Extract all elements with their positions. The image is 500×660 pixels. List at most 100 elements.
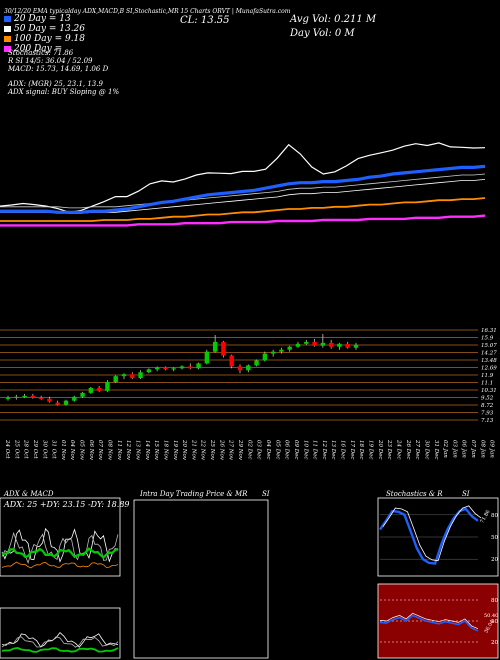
ema100-line [0,197,486,222]
date-tick-label: 02 Dec [246,440,252,460]
date-tick-label: 18 Nov [163,440,169,461]
stochastic-k-line [379,507,479,565]
date-tick-label: 17 Dec [349,440,355,460]
intraday-title: Intra Day Trading Price & MR [140,490,248,498]
date-tick-label: 27 Nov [228,439,234,461]
price-tick-label: 7.93 [481,411,494,417]
date-tick-label: 24 Oct [4,439,10,459]
ema-chart [0,142,486,227]
candle-body [63,400,69,405]
rsi-tick-label: 20 [491,640,498,646]
candle-body [88,387,94,393]
legend-item: 20 Day = 13 [4,14,85,24]
date-tick-label: 21 Nov [190,439,196,461]
legend-label: 100 Day = 9.18 [14,34,86,44]
candle-body [72,396,77,401]
date-tick-label: 27 Dec [414,439,420,460]
candle-body [328,342,334,347]
minus-di-line [1,531,119,565]
avg-volume: Avg Vol: 0.211 M [290,14,377,25]
date-tick-label: 07 Jan [470,440,476,458]
candle-body [30,395,36,398]
stochastics-readout: Stochastics: 71.86 [8,49,74,57]
date-tick-label: 08 Jan [479,440,485,458]
price-tick-label: 10.31 [481,388,497,394]
legend-item: 100 Day = 9.18 [4,34,85,44]
date-tick-label: 19 Dec [368,440,374,460]
date-tick-label: 19 Nov [172,440,178,461]
date-axis: 24 Oct 25 Oct 28 Oct 29 Oct 30 Oct 31 Oct 01 N… [4,439,495,461]
rsi-readout: R SI 14/5: 36.04 / 52.09 [8,57,93,65]
si-title: SI [262,490,270,498]
price-tick-label: 16.31 [481,328,497,334]
adx-macd-title: ADX & MACD [4,490,54,498]
adx-panel [0,497,121,577]
candle-body [96,387,102,391]
price-tick-label: 14.27 [481,351,497,357]
date-tick-label: 15 Nov [153,440,159,461]
candle-body [295,343,301,347]
date-tick-label: 24 Dec [396,439,402,460]
candle-body [254,360,259,366]
candle-body [270,351,276,354]
legend-label: 50 Day = 13.26 [14,24,86,34]
price-tick-label: 15.9 [481,336,494,342]
adx-secondary-line [1,561,119,569]
legend-swatch [4,35,11,42]
price-tick-label: 7.13 [481,418,494,424]
intraday-panel [133,499,269,659]
candle-body [312,341,317,346]
day-volume: Day Vol: 0 M [290,28,355,39]
candle-body [138,372,143,379]
adx-panel-readout: ADX: 25 +DY: 23.15 -DY: 18.89 [4,500,130,509]
candle-body [212,341,218,352]
date-tick-label: 07 Nov [97,440,103,461]
candle-body [130,374,135,379]
macd-signal-line [1,636,119,648]
legend-swatch [4,25,11,32]
candle-body [221,341,226,356]
date-tick-label: 30 Oct [41,440,47,459]
candle-body [304,341,309,344]
ema200-line [0,214,486,227]
candle-body [279,349,284,352]
candle-body [121,374,127,377]
top-line: 30/12/20 EMA typicalday ADX,MACD,B SI,St… [4,8,291,15]
ema50-upper-band [0,173,486,209]
adx-line [1,547,119,559]
date-tick-label: 06 Nov [88,440,94,461]
date-tick-label: 16 Dec [340,440,346,460]
candle-body [113,376,118,383]
date-tick-label: 11 Dec [312,440,318,460]
si2-title: SI [462,490,470,498]
date-tick-label: 20 Nov [181,439,187,461]
macd-panel [0,607,121,659]
date-tick-label: 04 Nov [69,440,75,461]
candle-body [5,397,11,399]
candle-body [353,344,359,348]
stoch-tick-label: 50 [491,535,498,541]
candle-body [204,351,210,364]
candle-body [337,343,342,347]
adx-readout: ADX: (MGR) 25, 23.1, 13.9 [8,80,103,88]
plus-di-line [1,527,119,563]
candle-body [154,367,160,370]
date-tick-label: 23 Dec [386,439,392,460]
candle-body [171,368,176,370]
candle-body [22,395,27,397]
candle-body [246,365,251,371]
macd-line [1,632,119,648]
date-tick-label: 05 Nov [79,440,85,461]
legend-swatch [4,15,11,22]
legend-label: 20 Day = 13 [14,14,71,24]
legend-swatch [4,45,11,52]
date-tick-label: 13 Nov [135,440,141,461]
price-tick-label: 15.07 [481,343,497,349]
date-tick-label: 09 Dec [293,440,299,460]
candle-body [179,366,185,369]
date-tick-label: 08 Nov [107,440,113,461]
stoch-rsi-title: Stochastics & R [386,490,443,498]
price-tick-label: 11.1 [481,381,493,387]
